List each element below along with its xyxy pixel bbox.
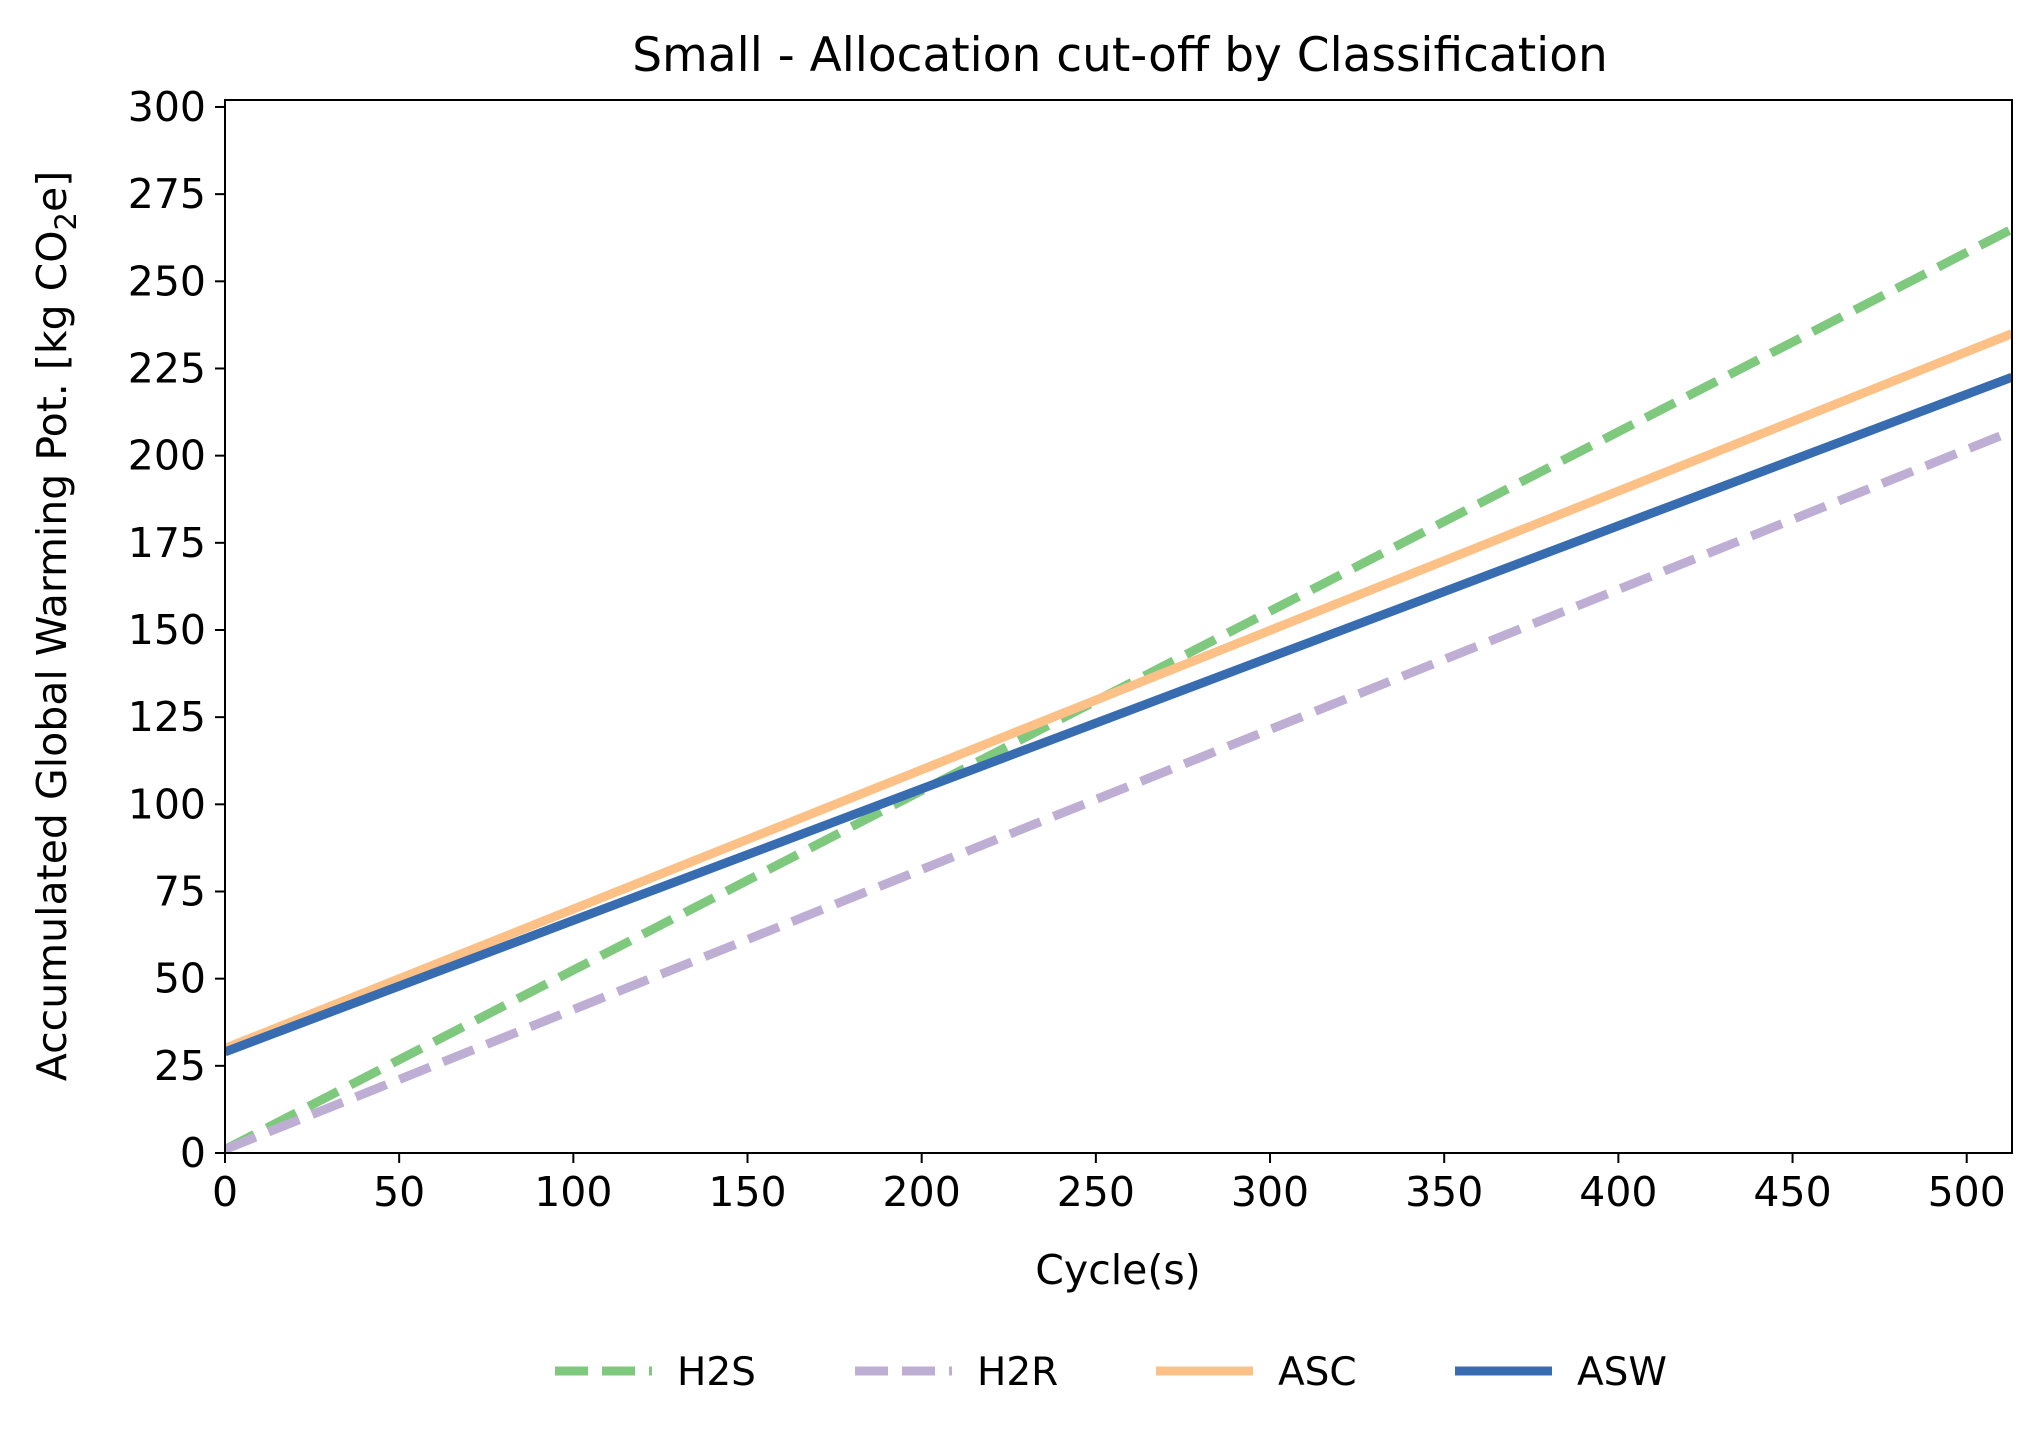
y-tick-label: 50 [154, 955, 206, 1003]
x-tick-label: 250 [1057, 1168, 1135, 1216]
y-tick-label: 200 [128, 432, 206, 480]
x-axis-label: Cycle(s) [1035, 1246, 1200, 1294]
y-axis-label-subscript: 2 [49, 212, 83, 230]
y-tick-label: 25 [154, 1042, 206, 1090]
y-tick-label: 275 [128, 170, 206, 218]
series-line-asc [225, 329, 2012, 1053]
legend-label: ASC [1278, 1350, 1357, 1395]
x-tick-label: 500 [1928, 1168, 2006, 1216]
legend-item-asw: ASW [1455, 1350, 1667, 1395]
x-tick-label: 200 [883, 1168, 961, 1216]
y-tick-label: 175 [128, 519, 206, 567]
x-tick-label: 150 [708, 1168, 786, 1216]
legend-item-h2s: H2S [555, 1350, 756, 1395]
series-line-h2r [225, 427, 2012, 1153]
y-tick-label: 250 [128, 257, 206, 305]
x-tick-label: 50 [373, 1168, 425, 1216]
legend: H2S H2R ASC ASW [555, 1350, 1667, 1395]
series-line-asw [225, 372, 2012, 1057]
legend-label: ASW [1577, 1350, 1667, 1395]
y-tick-label: 225 [128, 344, 206, 392]
x-tick-label: 450 [1753, 1168, 1831, 1216]
x-tick-label: 0 [212, 1168, 238, 1216]
x-tick-label: 400 [1579, 1168, 1657, 1216]
plot-area-frame [224, 99, 2013, 1154]
x-axis: 0 50 100 150 200 250 300 350 400 450 500 [212, 1153, 2006, 1216]
x-tick-label: 350 [1405, 1168, 1483, 1216]
y-tick-label: 125 [128, 693, 206, 741]
y-axis-label-prefix: Accumulated Global Warming Pot. [kg CO [28, 230, 76, 1081]
legend-label: H2S [677, 1350, 756, 1395]
y-axis-label-suffix: e] [28, 171, 76, 212]
y-axis: 0 25 50 75 100 125 150 175 200 225 250 275 300 [128, 83, 225, 1177]
y-tick-label: 75 [154, 867, 206, 915]
y-tick-label: 0 [180, 1129, 206, 1177]
legend-label: H2R [977, 1350, 1058, 1395]
legend-item-h2r: H2R [855, 1350, 1058, 1395]
chart-title: Small - Allocation cut-off by Classifica… [632, 28, 1608, 83]
y-tick-label: 300 [128, 83, 206, 131]
y-tick-label: 150 [128, 606, 206, 654]
legend-item-asc: ASC [1156, 1350, 1357, 1395]
y-axis-label: Accumulated Global Warming Pot. [kg CO2e… [28, 171, 83, 1081]
x-tick-label: 300 [1231, 1168, 1309, 1216]
x-tick-label: 100 [534, 1168, 612, 1216]
series-layer [225, 225, 2012, 1153]
y-tick-label: 100 [128, 780, 206, 828]
